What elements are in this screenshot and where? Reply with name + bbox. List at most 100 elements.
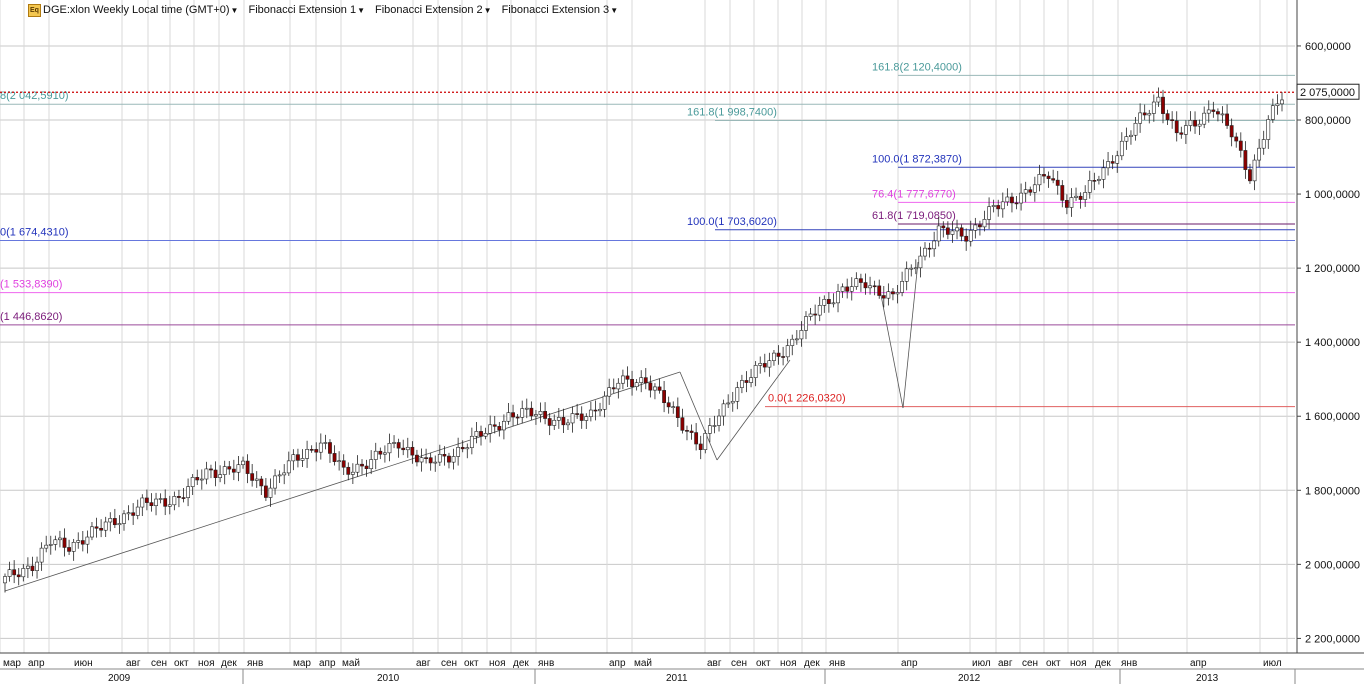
equity-icon[interactable]: Eq (28, 3, 41, 17)
candle-body (881, 295, 886, 299)
chevron-down-icon: ▼ (483, 5, 492, 15)
candle-body (241, 460, 245, 466)
candle-body (1119, 140, 1124, 157)
candle-body (245, 460, 250, 474)
candle-body (437, 453, 442, 463)
candle-body (254, 478, 259, 481)
month-label: май (634, 658, 652, 669)
month-label: окт (756, 658, 771, 669)
current-price-label: 2 075,0000 (1300, 87, 1355, 99)
price-tick-label: 600,0000 (1305, 41, 1351, 53)
candle-body (1156, 96, 1161, 103)
candle-body (108, 518, 113, 523)
candle-body (964, 235, 969, 242)
price-axis[interactable]: 2 200,0000 2 000,0000 1 800,0000 1 600,0000… (1296, 0, 1360, 653)
candle-body (1138, 112, 1143, 124)
candle-body (1129, 134, 1133, 137)
candle-body (154, 498, 158, 507)
candle-body (259, 478, 264, 487)
candle-body (643, 377, 648, 384)
candle-body (1110, 161, 1115, 164)
candle-body (1010, 196, 1014, 204)
price-tick-label: 1 800,0000 (1305, 485, 1360, 497)
candle-body (204, 468, 209, 480)
candle-body (492, 424, 497, 427)
candle-body (268, 487, 273, 498)
candle-body (263, 485, 268, 498)
study-fib-ext-2[interactable]: Fibonacci Extension 2 ▼ (370, 4, 497, 16)
month-label: сен (441, 658, 457, 669)
candle-body (442, 453, 447, 457)
candle-body (822, 299, 827, 306)
study-fib-ext-3[interactable]: Fibonacci Extension 3 ▼ (497, 4, 624, 16)
price-tick-label: 1 200,0000 (1305, 263, 1360, 275)
candle-body (7, 569, 12, 577)
candle-body (1161, 96, 1165, 114)
candle-body (300, 458, 305, 461)
candle-body (767, 360, 772, 368)
candle-body (575, 413, 580, 415)
candle-body (657, 386, 662, 391)
candle-body (1243, 150, 1248, 170)
candle-body (675, 406, 680, 418)
fib-level-label: 100.0(1 872,3870) (872, 153, 962, 165)
candle-body (1023, 189, 1028, 194)
candle-body (634, 382, 639, 388)
candle-body (1280, 99, 1284, 105)
candle-body (382, 452, 387, 455)
candle-body (1234, 136, 1239, 142)
candle-body (913, 267, 918, 270)
month-label: авг (416, 658, 431, 669)
month-label: май (342, 658, 360, 669)
candle-body (1229, 125, 1234, 138)
candle-body (936, 225, 941, 242)
fib-level-label: (1 533,8390) (0, 279, 62, 291)
candle-body (469, 435, 474, 448)
candle-body (1225, 113, 1229, 126)
month-label: окт (1046, 658, 1061, 669)
candle-body (1165, 113, 1170, 120)
candle-body (1000, 201, 1005, 210)
candle-body (831, 302, 836, 305)
candle-body (556, 417, 561, 421)
month-label: авг (126, 658, 141, 669)
candle-body (1147, 113, 1152, 116)
candle-body (950, 230, 955, 235)
candle-body (428, 457, 433, 464)
candle-body (433, 461, 438, 464)
candle-body (1078, 195, 1083, 200)
candle-body (177, 496, 181, 498)
candle-body (625, 375, 630, 380)
candle-body (1069, 197, 1074, 208)
candle-body (511, 412, 515, 418)
candle-body (30, 565, 35, 571)
candle-body (918, 255, 923, 269)
fib-level-label: 161.8(2 120,4000) (872, 61, 962, 73)
candle-body (387, 443, 392, 454)
candle-body (1087, 180, 1092, 193)
candle-body (932, 240, 937, 250)
study-fib-ext-1[interactable]: Fibonacci Extension 1 ▼ (243, 4, 370, 16)
candle-body (790, 338, 795, 346)
time-axis[interactable]: мар апр июн авг сен окт ноя дек янв мар апр май авг с… (0, 652, 1364, 684)
candle-body (1202, 112, 1207, 125)
candle-body (785, 345, 790, 358)
month-label: июл (1263, 658, 1282, 669)
candle-body (1238, 140, 1243, 151)
candle-body (653, 386, 657, 391)
candle-body (694, 432, 699, 445)
candle-body (483, 433, 488, 437)
candle-body (1133, 122, 1138, 136)
fib-level-label: 0(1 674,4310) (0, 227, 69, 239)
candle-body (305, 449, 309, 459)
candle-body (392, 442, 396, 444)
candle-body (982, 219, 987, 228)
candle-body (749, 377, 753, 383)
candle-body (350, 471, 355, 475)
candle-body (1097, 179, 1101, 181)
candle-body (117, 523, 122, 526)
symbol-selector[interactable]: DGE:xlon Weekly Local time (GMT+0) ▼ (43, 4, 243, 16)
candle-body (1211, 109, 1216, 112)
candle-body (1055, 179, 1060, 186)
